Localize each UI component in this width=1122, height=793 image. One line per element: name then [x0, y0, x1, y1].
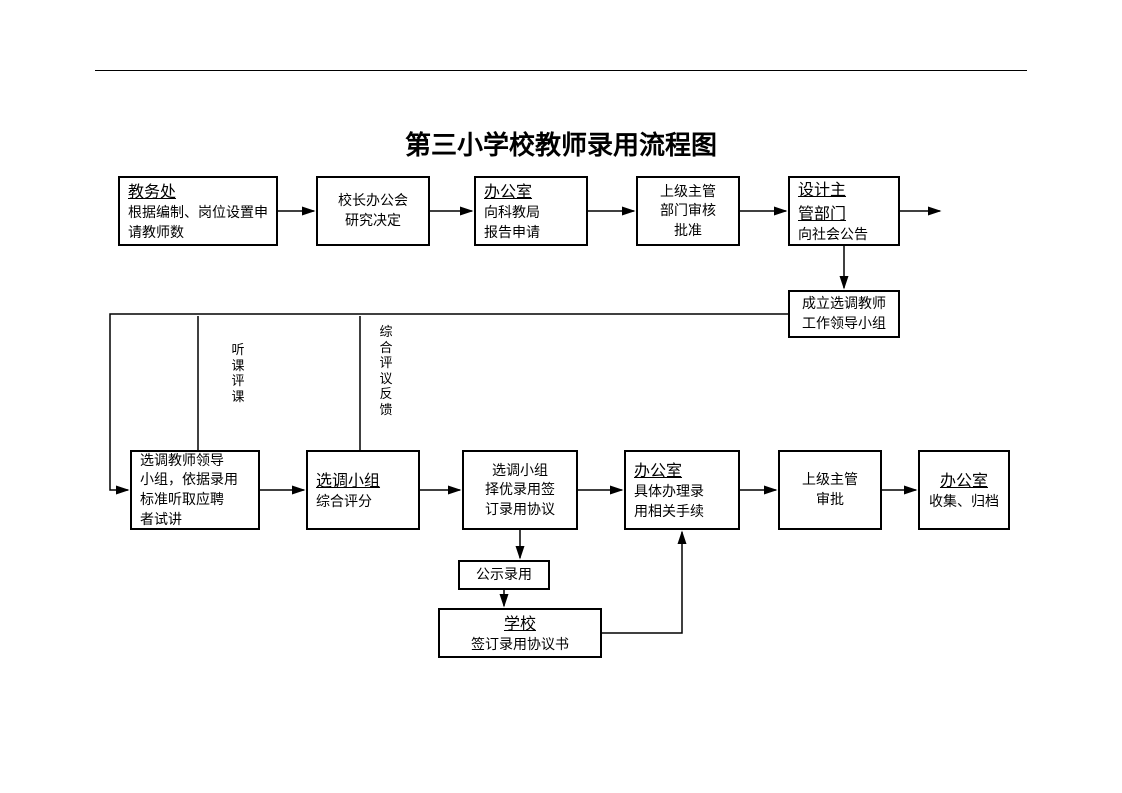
node-title: 选调小组 [316, 467, 380, 491]
node-desc: 收集、归档 [929, 493, 999, 513]
node-bangongshi-3: 办公室 收集、归档 [918, 450, 1010, 530]
node-zeyou: 选调小组择优录用签订录用协议 [462, 450, 578, 530]
node-desc: 综合评分 [316, 493, 372, 513]
node-desc: 根据编制、岗位设置申请教师数 [128, 204, 268, 243]
node-shangji-1: 上级主管部门审核批准 [636, 176, 740, 246]
node-desc: 上级主管部门审核批准 [660, 183, 716, 242]
node-title: 办公室 [484, 178, 532, 202]
node-title: 设计主管部门 [798, 176, 846, 224]
flowchart-title: 第三小学校教师录用流程图 [0, 125, 1122, 162]
node-bangongshi-1: 办公室 向科教局报告申请 [474, 176, 588, 246]
node-shangji-2: 上级主管审批 [778, 450, 882, 530]
node-gongshi: 公示录用 [458, 560, 550, 590]
node-desc: 成立选调教师工作领导小组 [802, 295, 886, 334]
flowchart-connectors [0, 0, 1122, 793]
node-desc: 选调小组择优录用签订录用协议 [485, 462, 555, 521]
node-xuandiao-lingdao: 选调教师领导小组，依据录用标准听取应聘者试讲 [130, 450, 260, 530]
label-tingke: 听课评课 [230, 342, 246, 404]
node-xuandiao-pingfen: 选调小组 综合评分 [306, 450, 420, 530]
node-desc: 签订录用协议书 [471, 636, 569, 656]
node-title: 办公室 [634, 457, 682, 481]
node-desc: 上级主管审批 [802, 471, 858, 510]
node-desc: 具体办理录用相关手续 [634, 483, 704, 522]
node-title: 学校 [504, 610, 536, 634]
page-top-rule [95, 70, 1027, 71]
node-title: 教务处 [128, 178, 176, 202]
node-desc: 向科教局报告申请 [484, 204, 540, 243]
node-jiaowuchu: 教务处 根据编制、岗位设置申请教师数 [118, 176, 278, 246]
node-xiaozhang: 校长办公会研究决定 [316, 176, 430, 246]
node-sheji: 设计主管部门 向社会公告 [788, 176, 900, 246]
node-desc: 公示录用 [476, 566, 532, 586]
node-xuexiao: 学校 签订录用协议书 [438, 608, 602, 658]
node-desc: 选调教师领导小组，依据录用标准听取应聘者试讲 [140, 452, 238, 530]
node-chengli: 成立选调教师工作领导小组 [788, 290, 900, 338]
node-desc: 校长办公会研究决定 [338, 192, 408, 231]
node-desc: 向社会公告 [798, 226, 868, 246]
node-title: 办公室 [940, 467, 988, 491]
node-bangongshi-2: 办公室 具体办理录用相关手续 [624, 450, 740, 530]
label-zonghe: 综合评议反馈 [378, 324, 394, 418]
